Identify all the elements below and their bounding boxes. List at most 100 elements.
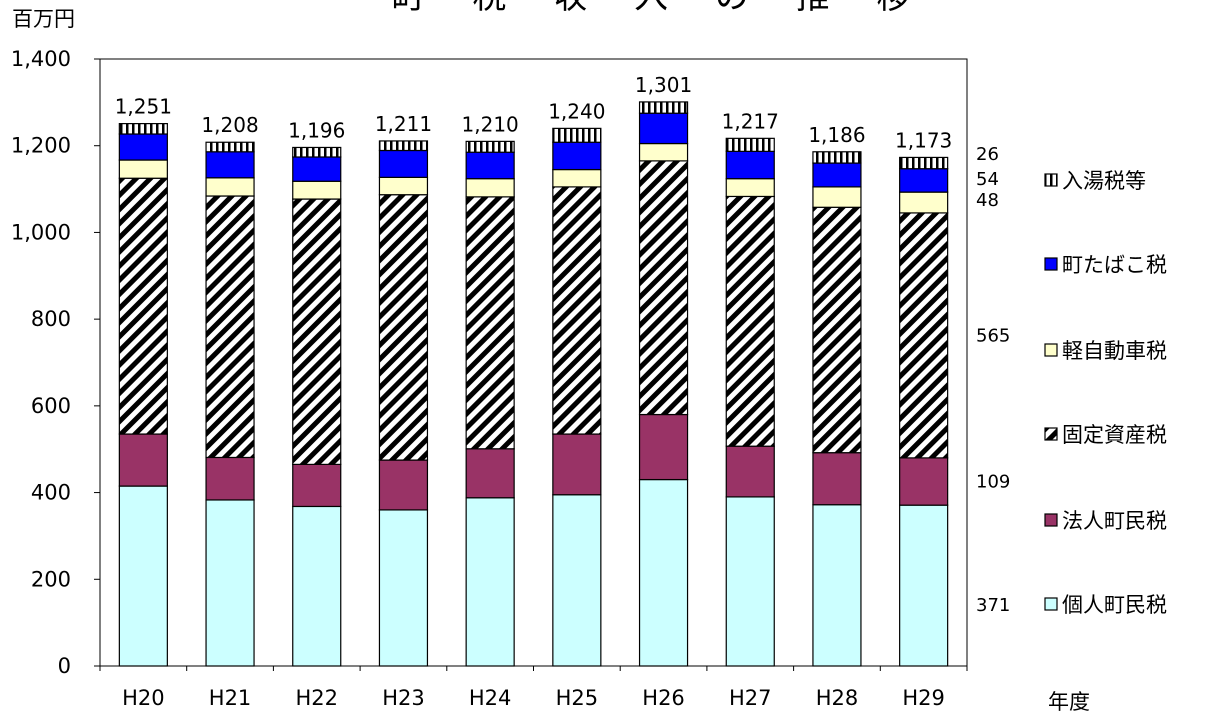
bar-segment-H25-1 xyxy=(552,433,602,496)
bar-segment-H28-3 xyxy=(812,186,862,208)
bar-segment-H29-1 xyxy=(899,457,949,506)
bar-segment-H27-0 xyxy=(725,496,775,667)
bar-total-label: 1,208 xyxy=(201,113,258,137)
legend-label: 軽自動車税 xyxy=(1062,339,1167,363)
bar-segment-H25-0 xyxy=(552,494,602,667)
bar-total-label: 1,173 xyxy=(895,128,952,152)
x-tick-label: H25 xyxy=(556,686,599,710)
bar-segment-H24-0 xyxy=(465,497,515,667)
bar-segment-H22-3 xyxy=(292,180,342,200)
x-tick-label: H27 xyxy=(729,686,772,710)
bar-segment-H20-5 xyxy=(118,123,168,135)
bar-segment-H24-5 xyxy=(465,140,515,153)
bar-total-label: 1,240 xyxy=(548,99,605,123)
y-tick-label: 800 xyxy=(31,307,71,331)
side-value-label: 371 xyxy=(976,595,1010,616)
bar-total-label: 1,210 xyxy=(462,112,519,136)
bar-segment-H26-0 xyxy=(638,478,689,667)
legend-swatch xyxy=(1044,257,1058,271)
bar-segment-H27-3 xyxy=(725,178,775,198)
bar-segment-H24-4 xyxy=(465,151,515,180)
legend-label: 町たばこ税 xyxy=(1062,253,1167,277)
bar-segment-H23-5 xyxy=(378,140,429,152)
chart-title: 町 税 収 入 の 推 移 xyxy=(392,0,929,17)
bar-segment-H25-4 xyxy=(552,141,602,171)
y-tick-label: 1,000 xyxy=(11,220,71,244)
bar-segment-H28-1 xyxy=(812,452,862,506)
bar-segment-H25-2 xyxy=(552,186,602,435)
bar-segment-H25-3 xyxy=(552,168,602,188)
bar-segment-H23-1 xyxy=(378,459,429,511)
x-tick-label: H26 xyxy=(642,686,685,710)
legend-swatch xyxy=(1044,427,1058,441)
bar-segment-H27-2 xyxy=(725,195,775,447)
legend-label: 法人町民税 xyxy=(1062,509,1167,533)
bar-total-label: 1,211 xyxy=(375,112,432,136)
bar-segment-H26-1 xyxy=(638,413,689,481)
bar-total-label: 1,217 xyxy=(722,109,779,133)
bar-segment-H23-3 xyxy=(378,176,429,196)
bar-segment-H29-3 xyxy=(899,191,949,214)
x-tick-label: H29 xyxy=(902,686,945,710)
bar-segment-H20-4 xyxy=(118,133,168,161)
bar-segment-H22-4 xyxy=(292,156,342,182)
bar-segment-H26-2 xyxy=(638,160,689,416)
bar-segment-H29-5 xyxy=(899,156,949,170)
side-value-label: 26 xyxy=(976,144,999,165)
bar-segment-H24-1 xyxy=(465,448,515,499)
bar-segment-H28-0 xyxy=(812,504,862,667)
bar-total-label: 1,186 xyxy=(808,123,865,147)
bar-segment-H28-4 xyxy=(812,162,862,188)
bar-total-label: 1,196 xyxy=(288,118,345,142)
y-tick-label: 400 xyxy=(31,481,71,505)
bar-segment-H27-1 xyxy=(725,445,775,498)
x-tick-label: H28 xyxy=(816,686,859,710)
bar-segment-H26-4 xyxy=(638,112,689,145)
bar-segment-H28-2 xyxy=(812,206,862,454)
bar-total-label: 1,251 xyxy=(115,95,172,119)
bar-segment-H29-4 xyxy=(899,168,949,193)
bar-segment-H20-0 xyxy=(118,485,168,667)
bar-segment-H21-3 xyxy=(205,177,255,197)
y-axis-unit: 百万円 xyxy=(12,7,75,31)
bar-segment-H22-5 xyxy=(292,146,342,158)
x-tick-label: H23 xyxy=(382,686,425,710)
y-tick-label: 200 xyxy=(31,567,71,591)
x-tick-label: H24 xyxy=(469,686,512,710)
x-tick-label: H20 xyxy=(122,686,165,710)
bar-segment-H27-4 xyxy=(725,150,775,180)
legend-label: 固定資産税 xyxy=(1062,423,1167,447)
bar-segment-H23-4 xyxy=(378,149,429,178)
bar-segment-H23-0 xyxy=(378,509,429,667)
y-tick-label: 1,400 xyxy=(11,47,71,71)
bar-segment-H26-5 xyxy=(638,101,689,114)
bar-total-label: 1,301 xyxy=(635,73,692,97)
bar-segment-H21-0 xyxy=(205,499,255,667)
x-tick-label: H21 xyxy=(209,686,252,710)
bar-segment-H20-1 xyxy=(118,433,168,487)
legend-swatch xyxy=(1044,597,1058,611)
legend-swatch xyxy=(1044,173,1058,187)
bar-segment-H20-2 xyxy=(118,177,168,435)
bar-segment-H23-2 xyxy=(378,194,429,461)
bar-segment-H27-5 xyxy=(725,137,775,152)
bar-segment-H22-2 xyxy=(292,198,342,465)
bar-segment-H21-4 xyxy=(205,151,255,179)
side-value-label: 48 xyxy=(976,190,999,211)
bar-segment-H20-3 xyxy=(118,159,168,179)
bar-segment-H29-2 xyxy=(899,212,949,459)
bar-segment-H22-1 xyxy=(292,463,342,508)
bar-segment-H29-0 xyxy=(899,504,949,667)
y-tick-label: 1,200 xyxy=(11,134,71,158)
x-axis-label: 年度 xyxy=(1048,690,1090,714)
legend-label: 個人町民税 xyxy=(1062,593,1167,617)
legend-swatch xyxy=(1044,343,1058,357)
bar-segment-H21-2 xyxy=(205,195,255,459)
bar-segment-H24-2 xyxy=(465,196,515,450)
bar-segment-H26-3 xyxy=(638,142,689,162)
x-tick-label: H22 xyxy=(295,686,338,710)
side-value-label: 565 xyxy=(976,325,1010,346)
bar-segment-H21-1 xyxy=(205,456,255,501)
side-value-label: 54 xyxy=(976,169,999,190)
side-value-label: 109 xyxy=(976,472,1010,493)
